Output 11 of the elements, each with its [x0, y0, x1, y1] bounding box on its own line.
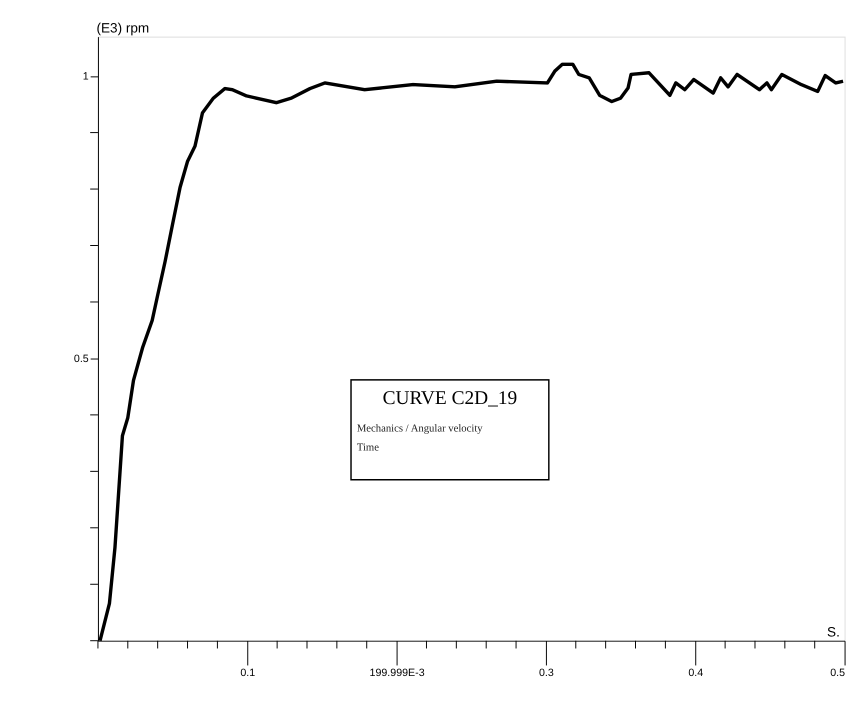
- annotation: Mechanics / Angular velocity: [356, 423, 484, 434]
- x-tick-label: 199.999E-3: [370, 667, 425, 680]
- x-axis-title: S.: [827, 624, 840, 640]
- y-tick-label: 1: [82, 70, 89, 83]
- x-tick-label: 0.4: [688, 667, 704, 680]
- annotation: Time: [356, 442, 380, 454]
- y-axis-title: (E3) rpm: [96, 20, 150, 36]
- x-tick-label: 0.3: [538, 667, 554, 680]
- annotation: CURVE C2D_19: [382, 388, 518, 410]
- x-tick-label: 0.5: [830, 667, 846, 680]
- x-tick-label: 0.1: [240, 667, 256, 680]
